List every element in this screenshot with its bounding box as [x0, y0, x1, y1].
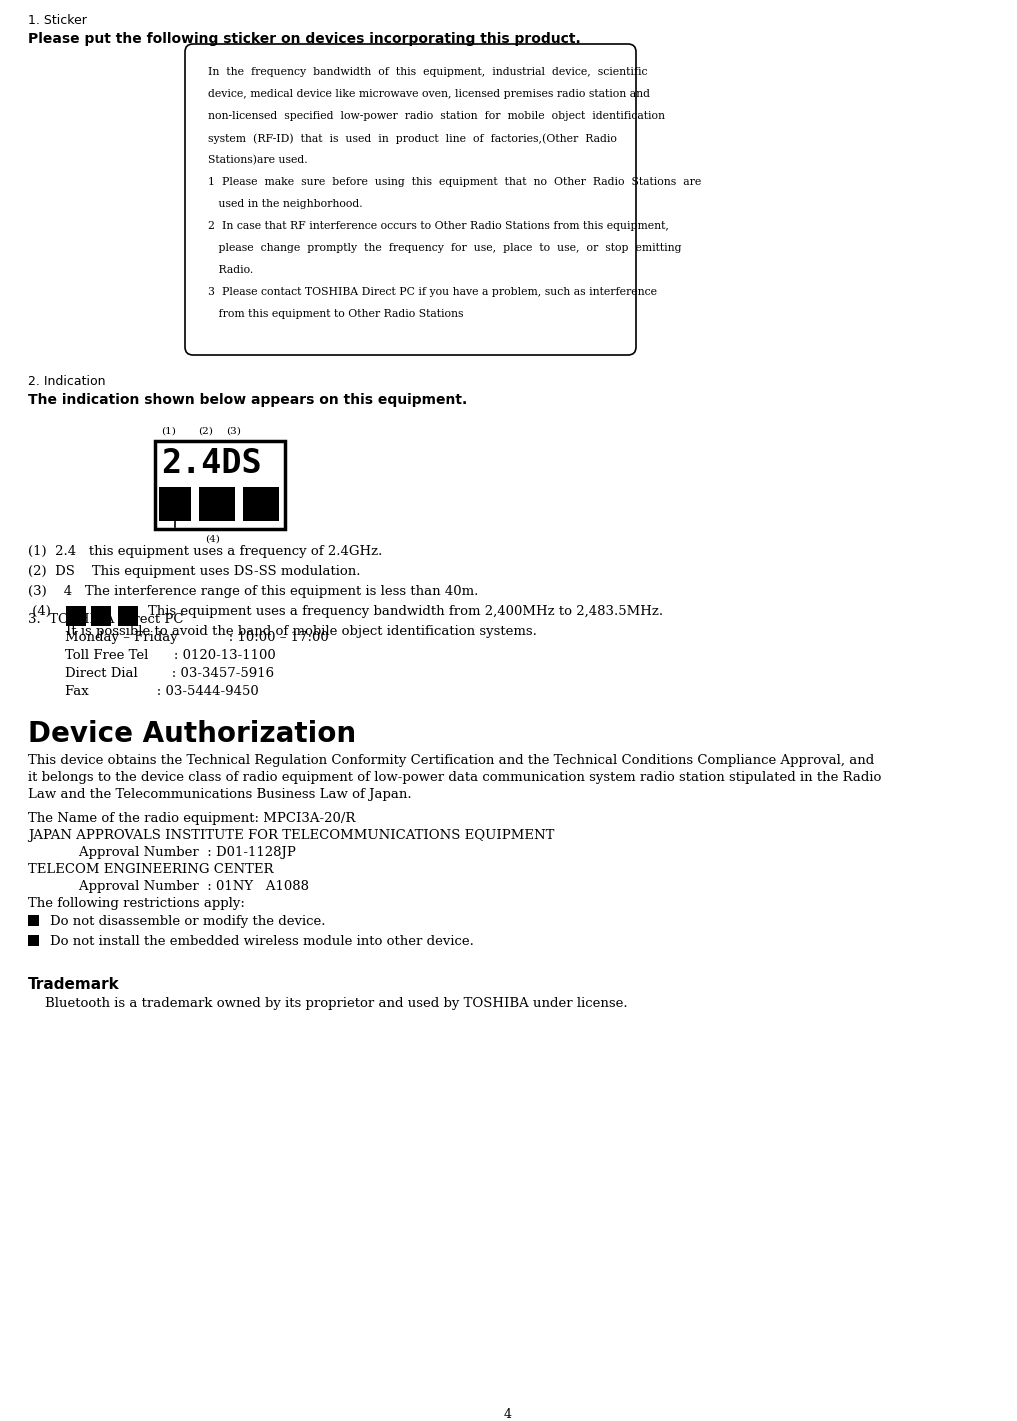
Text: (1): (1)	[161, 426, 176, 436]
Text: 2. Indication: 2. Indication	[28, 375, 106, 388]
Text: TELECOM ENGINEERING CENTER: TELECOM ENGINEERING CENTER	[28, 863, 274, 875]
Text: 2.4DS: 2.4DS	[161, 448, 261, 480]
Text: 3  Please contact TOSHIBA Direct PC if you have a problem, such as interference: 3 Please contact TOSHIBA Direct PC if yo…	[208, 287, 657, 297]
Text: The indication shown below appears on this equipment.: The indication shown below appears on th…	[28, 394, 467, 406]
Text: Direct Dial        : 03-3457-5916: Direct Dial : 03-3457-5916	[48, 666, 275, 681]
FancyBboxPatch shape	[185, 44, 636, 355]
Text: (3)    4   The interference range of this equipment is less than 40m.: (3) 4 The interference range of this equ…	[28, 585, 478, 598]
Text: 1  Please  make  sure  before  using  this  equipment  that  no  Other  Radio  S: 1 Please make sure before using this equ…	[208, 178, 702, 188]
Bar	[159, 487, 191, 522]
Text: Monday – Friday            : 10:00 – 17:00: Monday – Friday : 10:00 – 17:00	[48, 631, 328, 644]
Text: Trademark: Trademark	[28, 978, 120, 992]
Text: Do not disassemble or modify the device.: Do not disassemble or modify the device.	[50, 915, 325, 928]
Text: it belongs to the device class of radio equipment of low-power data communicatio: it belongs to the device class of radio …	[28, 772, 882, 784]
Text: non-licensed  specified  low-power  radio  station  for  mobile  object  identif: non-licensed specified low-power radio s…	[208, 111, 665, 121]
Bar	[243, 487, 279, 522]
Bar	[66, 605, 86, 627]
Bar	[91, 605, 111, 627]
Text: JAPAN APPROVALS INSTITUTE FOR TELECOMMUNICATIONS EQUIPMENT: JAPAN APPROVALS INSTITUTE FOR TELECOMMUN…	[28, 828, 554, 843]
Text: The following restrictions apply:: The following restrictions apply:	[28, 897, 245, 909]
Text: This equipment uses a frequency bandwidth from 2,400MHz to 2,483.5MHz.: This equipment uses a frequency bandwidt…	[148, 605, 663, 618]
Text: In  the  frequency  bandwidth  of  this  equipment,  industrial  device,  scient: In the frequency bandwidth of this equip…	[208, 67, 648, 77]
Text: Toll Free Tel      : 0120-13-1100: Toll Free Tel : 0120-13-1100	[48, 649, 276, 662]
Text: It is possible to avoid the band of mobile object identification systems.: It is possible to avoid the band of mobi…	[66, 625, 537, 638]
Text: (1)  2.4   this equipment uses a frequency of 2.4GHz.: (1) 2.4 this equipment uses a frequency …	[28, 546, 382, 558]
Bar	[155, 441, 285, 529]
Text: The Name of the radio equipment: MPCI3A-20/R: The Name of the radio equipment: MPCI3A-…	[28, 811, 355, 826]
Text: Please put the following sticker on devices incorporating this product.: Please put the following sticker on devi…	[28, 33, 581, 45]
Text: 4: 4	[504, 1408, 512, 1421]
Text: (4): (4)	[28, 605, 51, 618]
Bar	[28, 915, 39, 926]
Text: Approval Number  : D01-1128JP: Approval Number : D01-1128JP	[28, 845, 296, 860]
Text: 2  In case that RF interference occurs to Other Radio Stations from this equipme: 2 In case that RF interference occurs to…	[208, 222, 669, 232]
Text: 3.  TOSHIBA Direct PC: 3. TOSHIBA Direct PC	[28, 612, 183, 627]
Text: (3): (3)	[226, 426, 241, 436]
Text: device, medical device like microwave oven, licensed premises radio station and: device, medical device like microwave ov…	[208, 90, 650, 99]
Text: from this equipment to Other Radio Stations: from this equipment to Other Radio Stati…	[208, 308, 464, 318]
Text: (4): (4)	[205, 534, 220, 544]
Text: Law and the Telecommunications Business Law of Japan.: Law and the Telecommunications Business …	[28, 789, 412, 801]
Bar	[118, 605, 138, 627]
Text: 1. Sticker: 1. Sticker	[28, 14, 86, 27]
Text: Approval Number  : 01NY   A1088: Approval Number : 01NY A1088	[28, 880, 309, 892]
Text: Bluetooth is a trademark owned by its proprietor and used by TOSHIBA under licen: Bluetooth is a trademark owned by its pr…	[28, 998, 627, 1010]
Text: system  (RF-ID)  that  is  used  in  product  line  of  factories,(Other  Radio: system (RF-ID) that is used in product l…	[208, 134, 617, 144]
Text: Radio.: Radio.	[208, 264, 253, 276]
Text: Do not install the embedded wireless module into other device.: Do not install the embedded wireless mod…	[50, 935, 474, 948]
Text: please  change  promptly  the  frequency  for  use,  place  to  use,  or  stop  : please change promptly the frequency for…	[208, 243, 681, 253]
Text: (2): (2)	[198, 426, 213, 436]
Text: (2)  DS    This equipment uses DS-SS modulation.: (2) DS This equipment uses DS-SS modulat…	[28, 566, 360, 578]
Text: Stations)are used.: Stations)are used.	[208, 155, 307, 165]
Text: Fax                : 03-5444-9450: Fax : 03-5444-9450	[48, 685, 258, 698]
Text: used in the neighborhood.: used in the neighborhood.	[208, 199, 363, 209]
Text: Device Authorization: Device Authorization	[28, 720, 356, 747]
Bar	[28, 935, 39, 946]
Text: This device obtains the Technical Regulation Conformity Certification and the Te: This device obtains the Technical Regula…	[28, 755, 875, 767]
Bar	[199, 487, 235, 522]
